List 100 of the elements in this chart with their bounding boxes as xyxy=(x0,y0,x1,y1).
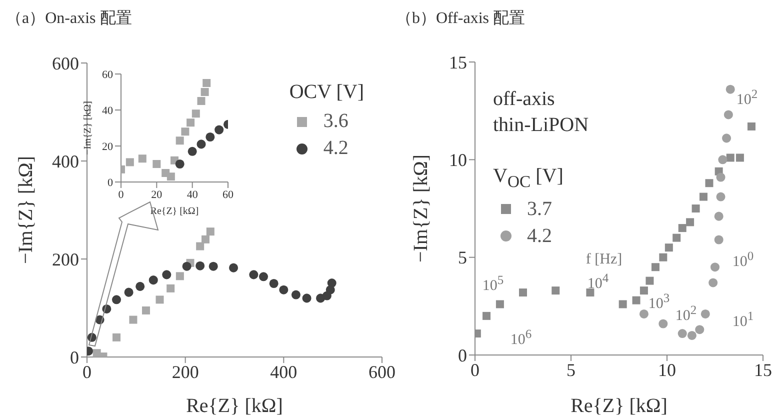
annotation: 10$^{3}$ xyxy=(648,290,670,314)
point xyxy=(552,286,560,295)
x-tick-label: 40 xyxy=(186,188,198,201)
point xyxy=(138,154,146,163)
point xyxy=(249,270,258,280)
point xyxy=(291,290,300,300)
point xyxy=(129,316,138,324)
x-tick-label: 60 xyxy=(222,188,234,201)
point xyxy=(722,134,732,143)
point xyxy=(136,282,145,291)
point xyxy=(197,97,206,105)
annotation: off-axis thin-LiPON xyxy=(493,87,589,138)
y-tick-label: 5 xyxy=(458,248,467,268)
y-tick-label: 0 xyxy=(108,176,114,189)
point xyxy=(142,306,150,314)
point xyxy=(482,312,491,320)
point xyxy=(705,179,714,188)
point xyxy=(639,309,648,318)
point xyxy=(112,295,122,304)
point xyxy=(708,278,718,288)
y-axis-title: −Im{Z} [kΩ] xyxy=(15,156,38,264)
point xyxy=(699,192,708,201)
point xyxy=(126,158,134,166)
point xyxy=(678,224,686,232)
point xyxy=(692,204,700,212)
x-tick-label: 10 xyxy=(658,360,676,380)
point xyxy=(202,79,211,87)
point xyxy=(175,159,184,169)
legend-title: V$_{OC}$ [V] xyxy=(493,164,564,192)
chart-title: （a）On-axis 配置 xyxy=(6,9,132,29)
point xyxy=(208,262,218,271)
x-tick-label: 0 xyxy=(118,188,124,201)
y-tick-label: 400 xyxy=(52,151,79,172)
point xyxy=(279,285,288,294)
y-axis-title: −Im{Z} [kΩ] xyxy=(410,154,432,263)
point xyxy=(700,309,710,318)
point xyxy=(148,276,158,285)
point xyxy=(695,325,704,334)
point xyxy=(686,218,694,226)
point xyxy=(196,261,205,270)
point xyxy=(124,288,134,297)
point xyxy=(182,262,192,271)
annotation: 10$^{2}$ xyxy=(736,86,758,110)
y-tick-label: 200 xyxy=(52,249,79,270)
x-axis-title: Re{Z} [kΩ] xyxy=(186,395,283,417)
point xyxy=(196,140,206,149)
point xyxy=(724,110,733,120)
point xyxy=(156,296,164,304)
point xyxy=(302,294,312,303)
legend-label: 4.2 xyxy=(323,137,348,160)
point xyxy=(736,154,744,162)
point xyxy=(672,234,681,242)
legend-label: 4.2 xyxy=(527,224,552,248)
point xyxy=(192,110,200,118)
point xyxy=(651,263,660,272)
point xyxy=(519,288,527,296)
point xyxy=(166,172,175,181)
y-tick-label: 600 xyxy=(52,53,79,74)
legend-label: 3.7 xyxy=(527,198,552,221)
y-axis-title: −Im{Z} [kΩ] xyxy=(82,100,94,156)
x-tick-label: 400 xyxy=(270,362,298,382)
point xyxy=(196,242,204,250)
y-tick-label: 0 xyxy=(70,347,79,368)
point xyxy=(496,300,504,308)
annotation: 10$^{4}$ xyxy=(587,270,609,294)
y-tick-label: 40 xyxy=(102,104,114,117)
point xyxy=(716,192,726,202)
x-axis-title: Re{Z} [kΩ] xyxy=(570,395,668,417)
point xyxy=(188,146,197,156)
point xyxy=(714,212,724,221)
annotation: 10$^{6}$ xyxy=(510,326,532,350)
point xyxy=(618,300,627,308)
point xyxy=(632,296,640,304)
y-tick-label: 15 xyxy=(449,52,467,72)
annotation: 10$^{0}$ xyxy=(732,248,754,272)
x-tick-label: 20 xyxy=(151,188,163,201)
point xyxy=(658,319,668,328)
point xyxy=(714,235,724,244)
point xyxy=(112,333,120,342)
annotation: 10$^{1}$ xyxy=(732,308,754,332)
y-tick-label: 10 xyxy=(449,150,467,170)
point xyxy=(726,154,734,162)
legend-label: 3.6 xyxy=(323,110,348,133)
point xyxy=(640,286,648,295)
point xyxy=(162,270,172,280)
point xyxy=(229,263,238,272)
point xyxy=(181,128,190,136)
point xyxy=(664,244,673,252)
legend-title: OCV [V] xyxy=(289,81,364,104)
point xyxy=(258,272,268,282)
point xyxy=(166,284,175,292)
point xyxy=(201,235,210,244)
x-tick-label: 0 xyxy=(82,362,92,382)
x-tick-label: 0 xyxy=(470,360,480,380)
point xyxy=(659,253,668,262)
point xyxy=(646,276,654,285)
chart-title: （b）Off-axis 配置 xyxy=(396,9,526,29)
x-tick-label: 15 xyxy=(754,360,772,380)
point xyxy=(747,122,756,130)
point xyxy=(678,329,687,338)
